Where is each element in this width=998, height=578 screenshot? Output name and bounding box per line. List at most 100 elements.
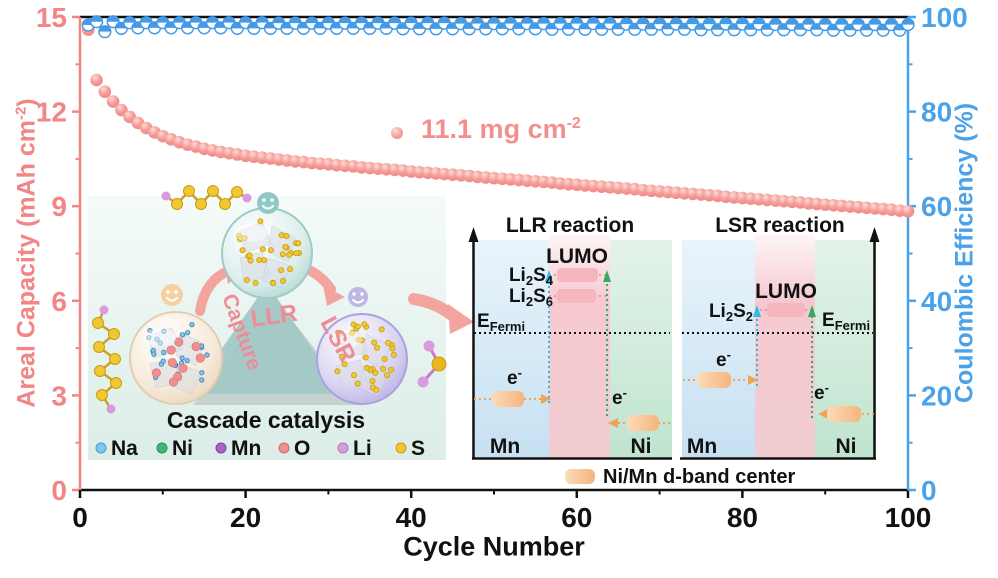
llr-reaction-title: LLR reaction [506, 214, 634, 237]
atom-dot [388, 366, 395, 373]
atom-dot [243, 276, 250, 283]
atom-dot [259, 246, 266, 253]
atom-dot [389, 345, 396, 352]
llr-label: LLR [249, 300, 299, 333]
atom-dot [166, 345, 176, 355]
atom-dot [157, 340, 163, 346]
efficiency-point-half [223, 16, 235, 23]
atom-dot [354, 323, 361, 330]
atom-dot [372, 369, 379, 376]
atom-dot [191, 341, 201, 352]
efficiency-point-half [256, 16, 269, 23]
efficiency-point-half [322, 17, 335, 24]
atom-dot [179, 355, 185, 361]
atom-dot [280, 277, 287, 284]
atom-dot [286, 251, 293, 258]
atom-dot [283, 232, 290, 239]
efficiency-point-half [703, 18, 716, 25]
cyan-electron-arrow [753, 305, 761, 317]
lsr-efermi-label: EFermi [822, 310, 870, 333]
li-legend-label: Li [353, 437, 372, 460]
right-tick-label: 40 [921, 286, 952, 317]
capacity-point [115, 103, 128, 117]
efficiency-point-half [835, 18, 848, 25]
capacity-series [81, 23, 915, 218]
efficiency-point-half [521, 17, 534, 24]
atom-dot [267, 247, 274, 254]
efficiency-point-half [107, 15, 120, 22]
capacity-point [106, 95, 120, 108]
right-tick-label: 80 [921, 97, 952, 128]
efficiency-point-half [537, 17, 550, 24]
efficiency-point-half [902, 18, 914, 25]
atom-dot [334, 368, 341, 375]
li2s6-label: Li2S6 [509, 286, 553, 309]
left-tick-label: 6 [51, 286, 67, 317]
lsr-reaction-title: LSR reaction [715, 214, 845, 237]
atom-dot [363, 364, 370, 371]
atom-dot [256, 256, 263, 263]
na-legend-label: Na [111, 437, 138, 460]
x-axis-title: Cycle Number [403, 531, 585, 562]
efficiency-point-half [488, 17, 500, 24]
li2s-molecule [417, 340, 447, 388]
na-atom-icon [95, 442, 107, 454]
ni-legend-label: Ni [172, 437, 193, 460]
atom-dot [168, 377, 178, 387]
atom-dot [358, 337, 365, 344]
atom-dot [151, 351, 157, 357]
capture-sphere [129, 311, 223, 405]
catalysis-triangle [190, 284, 344, 394]
o-legend-label: O [294, 437, 310, 460]
atom-dot [199, 377, 205, 383]
efficiency-point-half [670, 18, 683, 25]
atom-dot [199, 370, 205, 376]
efficiency-point-half [769, 18, 782, 25]
atom-dot [371, 339, 378, 346]
atom-dot [151, 368, 161, 378]
efficiency-point-half [852, 18, 865, 25]
efficiency-point-half [686, 18, 699, 25]
o-atom-icon [278, 442, 290, 454]
efficiency-point-half [206, 16, 219, 23]
efficiency-point-half [173, 16, 186, 23]
atom-dot [362, 354, 369, 361]
dband-legend: Ni/Mn d-band center [565, 466, 795, 488]
atom-dot [185, 330, 191, 336]
right-tick-label: 100 [921, 2, 968, 33]
efficiency-point-half [653, 18, 666, 25]
efficiency-point-half [90, 15, 103, 22]
atom-dot [160, 358, 166, 364]
green-electron-arrow [603, 270, 611, 282]
atom-dot [361, 321, 368, 328]
s-atom-icon [395, 442, 407, 454]
efficiency-point-half [98, 25, 111, 32]
llr-efermi-label: EFermi [477, 311, 525, 334]
atom-dot [373, 344, 380, 351]
llr-ni-label: Ni [631, 435, 652, 458]
left-tick-label: 3 [51, 380, 67, 411]
atom-dot [295, 240, 302, 247]
atom-dot [381, 355, 388, 362]
lsr-ni-label: Ni [836, 435, 857, 458]
dband-legend-swatch [565, 469, 595, 484]
smiley-orange-icon [161, 284, 183, 306]
mn-atom-icon [215, 442, 227, 454]
bottom-tick-label: 100 [885, 502, 932, 533]
atom-dot [167, 357, 177, 368]
efficiency-point-half [140, 16, 153, 23]
atom-dot [279, 251, 286, 258]
efficiency-point-half [355, 17, 368, 24]
efficiency-point-half [339, 17, 351, 24]
atom-dot [349, 329, 356, 336]
atom-dot [384, 339, 391, 346]
li2s4-lumo-level [557, 268, 598, 282]
lsr-mn-label: Mn [687, 435, 717, 458]
efficiency-point-half [156, 16, 169, 23]
atom-dot [350, 372, 357, 379]
atom-dot [184, 357, 190, 364]
mass-loading-annotation: 11.1 mg cm-2 [421, 114, 581, 144]
efficiency-point-half [868, 18, 881, 25]
